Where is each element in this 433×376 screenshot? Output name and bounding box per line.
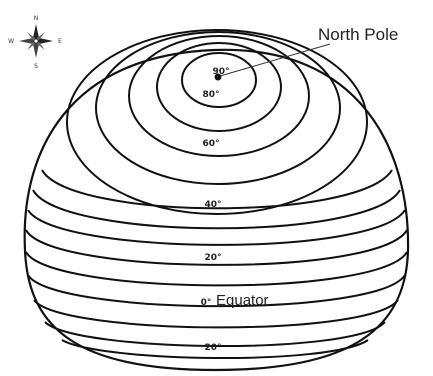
latitude-label-20n: 20°: [204, 253, 221, 263]
latitude-label-40: 40°: [204, 200, 221, 210]
latitude-line-20n: [25, 229, 408, 266]
latitude-ring-50: [66, 29, 368, 215]
latitude-line-80: [181, 52, 257, 108]
north-pole-leader-line: [219, 43, 331, 77]
north-pole-label: North Pole: [318, 25, 398, 44]
equator-line: [27, 274, 406, 308]
latitude-line-20s: [44, 321, 386, 347]
north-pole-point: [214, 73, 222, 81]
latitude-label-60: 60°: [202, 139, 219, 149]
latitude-band-30: [27, 209, 406, 246]
latitude-ring-75: [156, 42, 282, 132]
latitude-band-35: [32, 189, 401, 230]
latitude-label-0: 0°: [201, 298, 212, 308]
compass-rose-icon: N S E W: [8, 15, 62, 70]
latitude-band-30s: [61, 339, 369, 359]
latitude-label-80: 80°: [202, 90, 219, 100]
compass-east-label: E: [58, 38, 62, 45]
latitude-ring-70: [128, 35, 310, 157]
compass-west-label: W: [8, 38, 14, 45]
compass-south-label: S: [34, 63, 38, 70]
latitude-label-20s: 20°: [204, 343, 221, 353]
latitude-line-60: [95, 31, 341, 185]
equator-label: Equator: [216, 292, 269, 309]
globe-outline: [23, 48, 410, 372]
latitude-band-10n: [25, 251, 408, 287]
latitude-line-40: [41, 169, 393, 210]
latitude-lines: [25, 29, 408, 359]
latitude-label-90: 90°: [212, 67, 229, 77]
latitude-band-10s: [33, 299, 399, 329]
compass-north-label: N: [34, 15, 39, 22]
